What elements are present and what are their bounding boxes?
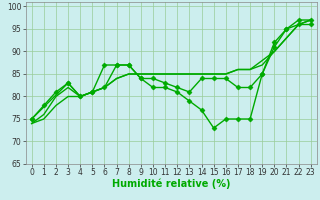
- X-axis label: Humidité relative (%): Humidité relative (%): [112, 179, 230, 189]
